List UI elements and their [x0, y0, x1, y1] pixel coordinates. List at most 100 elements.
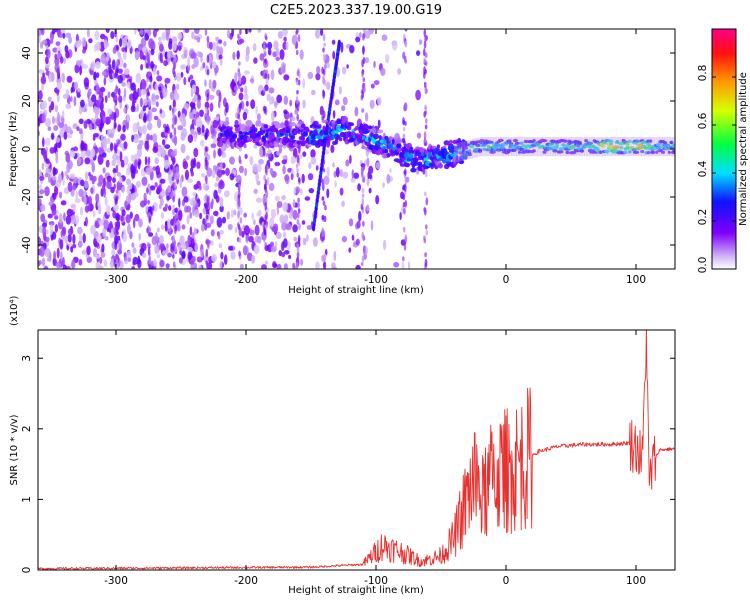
- heatmap-noise-cell: [133, 192, 139, 198]
- heatmap-noise-cell: [194, 243, 199, 253]
- heatmap-noise-cell: [48, 221, 55, 226]
- heatmap-noise-cell: [54, 57, 60, 66]
- heatmap-noise-cell: [361, 108, 365, 113]
- heatmap-noise-cell: [84, 205, 90, 213]
- heatmap-noise-cell: [293, 187, 296, 196]
- heatmap-noise-cell: [160, 131, 166, 138]
- colorbar-gradient: [712, 29, 736, 269]
- heatmap-noise-cell: [346, 64, 349, 69]
- heatmap-noise-cell: [45, 56, 49, 65]
- heatmap-noise-cell: [242, 245, 248, 256]
- heatmap-band-cell: [555, 143, 559, 147]
- heatmap-noise-cell: [98, 126, 102, 131]
- heatmap-noise-cell: [45, 118, 51, 127]
- heatmap-streak-cell: [403, 104, 406, 112]
- heatmap-noise-cell: [333, 250, 337, 262]
- heatmap-streak-cell: [402, 117, 405, 126]
- heatmap-noise-cell: [274, 195, 280, 202]
- heatmap-noise-cell: [213, 136, 217, 146]
- heatmap-band-cell: [370, 131, 374, 138]
- heatmap-noise-cell: [215, 116, 220, 121]
- heatmap-noise-cell: [191, 97, 197, 103]
- heatmap-noise-cell: [67, 228, 74, 236]
- heatmap-streak-cell: [206, 35, 210, 43]
- heatmap-noise-cell: [158, 36, 162, 42]
- heatmap-streak-cell: [113, 227, 116, 234]
- heatmap-noise-cell: [122, 37, 128, 48]
- heatmap-streak-cell: [361, 198, 365, 206]
- heatmap-band-cell: [532, 149, 536, 153]
- heatmap-band-cell: [628, 139, 632, 143]
- heatmap-band-cell: [443, 140, 450, 146]
- heatmap-noise-cell: [356, 220, 361, 229]
- heatmap-streak-cell: [361, 255, 365, 263]
- heatmap-streak-cell: [146, 186, 149, 195]
- heatmap-band-cell: [640, 149, 645, 154]
- colorbar: 0.0 0.2 0.4 0.6 0.8 Normalized spectral ampl…: [697, 28, 749, 273]
- heatmap-streak-cell: [172, 261, 176, 268]
- heatmap-noise-cell: [58, 173, 63, 184]
- heatmap-noise-cell: [415, 89, 421, 101]
- heatmap-noise-cell: [281, 195, 286, 201]
- heatmap-noise-cell: [393, 261, 400, 268]
- heatmap-band-cell: [570, 151, 577, 155]
- heatmap-streak-cell: [116, 154, 119, 160]
- heatmap-noise-cell: [316, 66, 321, 75]
- heatmap-noise-cell: [256, 212, 261, 217]
- heatmap-streak-cell: [265, 211, 268, 221]
- heatmap-noise-cell: [208, 94, 215, 100]
- heatmap-noise-cell: [168, 40, 173, 50]
- heatmap-streak-cell: [238, 250, 241, 257]
- heatmap-noise-cell: [353, 172, 360, 179]
- y-tick-label: 20: [21, 94, 33, 107]
- heatmap-streak-cell: [148, 232, 151, 237]
- heatmap-noise-cell: [54, 53, 58, 60]
- heatmap-noise-cell: [187, 134, 194, 143]
- heatmap-noise-cell: [255, 172, 260, 182]
- heatmap-noise-cell: [140, 63, 144, 71]
- heatmap-noise-cell: [123, 155, 129, 166]
- heatmap-streak-cell: [237, 113, 240, 120]
- heatmap-noise-cell: [201, 173, 206, 178]
- heatmap-streak-cell: [404, 41, 408, 48]
- heatmap-band-cell: [549, 139, 556, 143]
- heatmap-noise-cell: [106, 52, 110, 62]
- heatmap-noise-cell: [215, 36, 220, 42]
- heatmap-noise-cell: [277, 31, 283, 39]
- heatmap-noise-cell: [116, 172, 122, 177]
- heatmap-noise-cell: [212, 61, 217, 69]
- heatmap-streak-cell: [424, 137, 427, 144]
- heatmap-noise-cell: [212, 119, 218, 129]
- heatmap-band-cell: [500, 146, 506, 150]
- heatmap-noise-cell: [267, 48, 272, 56]
- heatmap-noise-cell: [118, 88, 121, 96]
- heatmap-band-cell: [467, 152, 472, 157]
- heatmap-streak-cell: [295, 163, 299, 168]
- heatmap-noise-cell: [307, 71, 314, 80]
- heatmap-noise-cell: [131, 168, 136, 179]
- heatmap-noise-cell: [181, 252, 186, 258]
- heatmap-noise-cell: [270, 208, 276, 219]
- heatmap-noise-cell: [249, 78, 255, 83]
- heatmap-streak-cell: [205, 203, 208, 212]
- heatmap-noise-cell: [216, 169, 223, 178]
- heatmap-noise-cell: [95, 72, 100, 78]
- heatmap-band-cell: [507, 149, 511, 153]
- heatmap-streak-cell: [115, 189, 119, 194]
- heatmap-noise-cell: [154, 83, 158, 91]
- heatmap-noise-cell: [228, 245, 234, 251]
- heatmap-noise-cell: [83, 143, 88, 152]
- heatmap-noise-cell: [270, 69, 275, 81]
- heatmap-streak-cell: [206, 96, 209, 102]
- heatmap-streak-cell: [238, 155, 242, 164]
- heatmap-noise-cell: [191, 31, 195, 40]
- heatmap-noise-cell: [132, 260, 136, 266]
- heatmap-noise-cell: [97, 182, 103, 187]
- heatmap-streak-cell: [115, 235, 119, 244]
- heatmap-noise-cell: [367, 171, 371, 180]
- heatmap-noise-cell: [358, 210, 362, 222]
- heatmap-noise-cell: [98, 219, 105, 226]
- heatmap-noise-cell: [252, 43, 257, 52]
- heatmap-noise-cell: [339, 187, 344, 196]
- heatmap-noise-cell: [82, 64, 89, 70]
